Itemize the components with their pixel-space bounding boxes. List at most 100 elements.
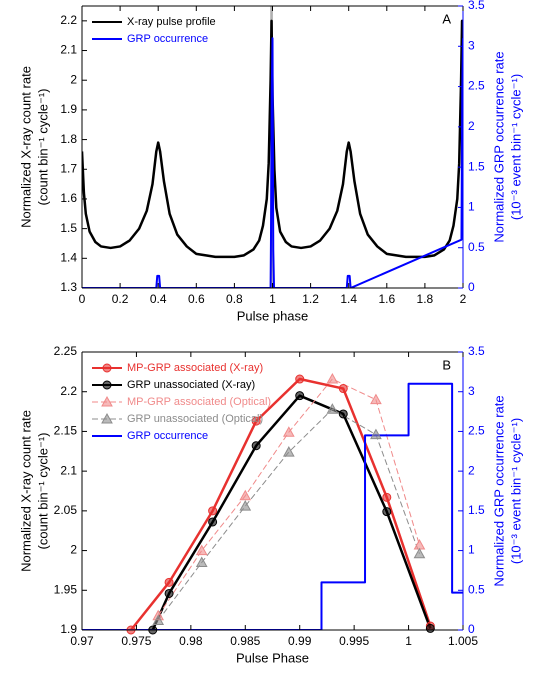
x-axis-label: Pulse Phase <box>236 650 309 665</box>
y-tick-label: 1.8 <box>60 132 77 146</box>
series-line <box>130 377 432 630</box>
marker <box>338 409 348 419</box>
marker <box>413 547 426 559</box>
y-tick-label: 2.2 <box>60 384 77 398</box>
y-tick-label: 2.15 <box>54 424 78 438</box>
marker <box>326 403 339 414</box>
y-axis-label: (count bin⁻¹ cycle⁻¹) <box>35 88 50 205</box>
legend-marker <box>101 395 113 407</box>
y-tick-label: 2.05 <box>54 503 78 517</box>
y2-axis-label: Normalized GRP occurrence rate <box>491 51 506 242</box>
y-tick-label: 1.7 <box>60 161 77 175</box>
x-tick-label: 2 <box>460 292 467 306</box>
marker <box>338 384 348 394</box>
y2-tick-label: 2 <box>468 119 475 133</box>
y-axis-label: Normalized X-ray count rate <box>18 66 33 228</box>
legend-label: GRP occurrence <box>127 33 208 45</box>
legend-label: MP-GRP associated (Optical) <box>127 396 271 408</box>
x-tick-label: 1.6 <box>378 292 395 306</box>
x-tick-label: 0 <box>79 292 86 306</box>
y2-tick-label: 3.5 <box>468 344 485 358</box>
marker <box>295 374 305 384</box>
marker <box>370 393 382 405</box>
x-tick-label: 1 <box>269 292 276 306</box>
legend: MP-GRP associated (X-ray) GRP unassociate… <box>92 362 271 442</box>
marker <box>152 614 165 625</box>
marker <box>208 517 218 527</box>
y-tick-label: 1.5 <box>60 221 77 235</box>
series-line <box>151 394 432 630</box>
y2-tick-label: 0.5 <box>468 240 485 254</box>
y2-axis-label: Normalized GRP occurrence rate <box>491 395 506 586</box>
marker <box>382 507 392 517</box>
x-tick-label: 0.4 <box>150 292 167 306</box>
y-tick-label: 1.3 <box>60 280 77 294</box>
marker <box>326 372 339 384</box>
y2-tick-label: 0 <box>468 622 475 636</box>
marker <box>251 441 261 451</box>
panel-label: B <box>442 357 451 372</box>
x-tick-label: 0.6 <box>188 292 205 306</box>
marker <box>164 577 174 587</box>
y2-axis-label: (10⁻³ event bin⁻¹ cycle⁻¹) <box>508 74 523 220</box>
x-axis-label: Pulse phase <box>237 308 309 323</box>
marker <box>251 416 261 426</box>
legend-marker <box>102 363 112 373</box>
legend-marker <box>102 380 112 390</box>
y2-tick-label: 0 <box>468 280 475 294</box>
marker <box>208 506 218 516</box>
x-tick-label: 0.985 <box>230 634 260 648</box>
y2-tick-label: 1 <box>468 543 475 557</box>
legend-label: MP-GRP associated (X-ray) <box>127 362 263 374</box>
y-tick-label: 2 <box>70 543 77 557</box>
y-tick-label: 1.9 <box>60 102 77 116</box>
legend-label: X-ray pulse profile <box>127 16 216 28</box>
y-tick-label: 2.1 <box>60 463 77 477</box>
panel-label: A <box>442 11 451 26</box>
panel: 0.97 0.975 0.98 0.985 0.99 0.995 1 1.005 1.9 1.95… <box>18 344 523 665</box>
plot-area <box>82 6 463 288</box>
y2-tick-label: 3 <box>468 38 475 52</box>
x-tick-label: 1.005 <box>448 634 478 648</box>
series-line <box>82 382 463 630</box>
y2-axis-label: (10⁻³ event bin⁻¹ cycle⁻¹) <box>508 418 523 564</box>
y-tick-label: 1.4 <box>60 250 77 264</box>
x-tick-label: 0.8 <box>226 292 243 306</box>
marker <box>382 492 392 502</box>
legend-label: GRP occurrence <box>127 430 208 442</box>
x-tick-label: 0.97 <box>70 634 94 648</box>
legend-label: GRP unassociated (Optical) <box>127 413 263 425</box>
marker <box>295 391 305 401</box>
y2-tick-label: 2.5 <box>468 424 485 438</box>
y2-tick-label: 3 <box>468 384 475 398</box>
marker <box>282 446 295 457</box>
x-tick-label: 1.2 <box>302 292 319 306</box>
x-tick-label: 0.98 <box>179 634 203 648</box>
panel: 0 0.2 0.4 0.6 0.8 1 1.2 1.4 1.6 1.8 2 1.3 1.4 1.5 1.6 1… <box>18 0 523 323</box>
marker <box>164 588 174 598</box>
y2-tick-label: 3.5 <box>468 0 485 12</box>
marker <box>195 544 208 556</box>
y2-tick-label: 0.5 <box>468 582 485 596</box>
y2-tick-label: 1.5 <box>468 159 485 173</box>
y-tick-label: 2.2 <box>60 13 77 27</box>
y-axis-label: (count bin⁻¹ cycle⁻¹) <box>35 432 50 549</box>
y2-tick-label: 1 <box>468 200 475 214</box>
marker <box>425 623 435 633</box>
x-tick-label: 0.975 <box>121 634 151 648</box>
y2-tick-label: 2 <box>468 463 475 477</box>
x-tick-label: 1.4 <box>340 292 357 306</box>
y-tick-label: 2.1 <box>60 43 77 57</box>
y-tick-label: 1.9 <box>60 622 77 636</box>
x-tick-label: 0.2 <box>112 292 129 306</box>
y-tick-label: 1.95 <box>54 582 78 596</box>
x-tick-label: 0.99 <box>288 634 312 648</box>
marker <box>239 489 252 501</box>
marker <box>370 428 382 440</box>
y-tick-label: 2.25 <box>54 344 78 358</box>
y2-tick-label: 2.5 <box>468 79 485 93</box>
marker <box>239 500 252 511</box>
legend-label: GRP unassociated (X-ray) <box>127 379 255 391</box>
x-tick-label: 1.8 <box>417 292 434 306</box>
